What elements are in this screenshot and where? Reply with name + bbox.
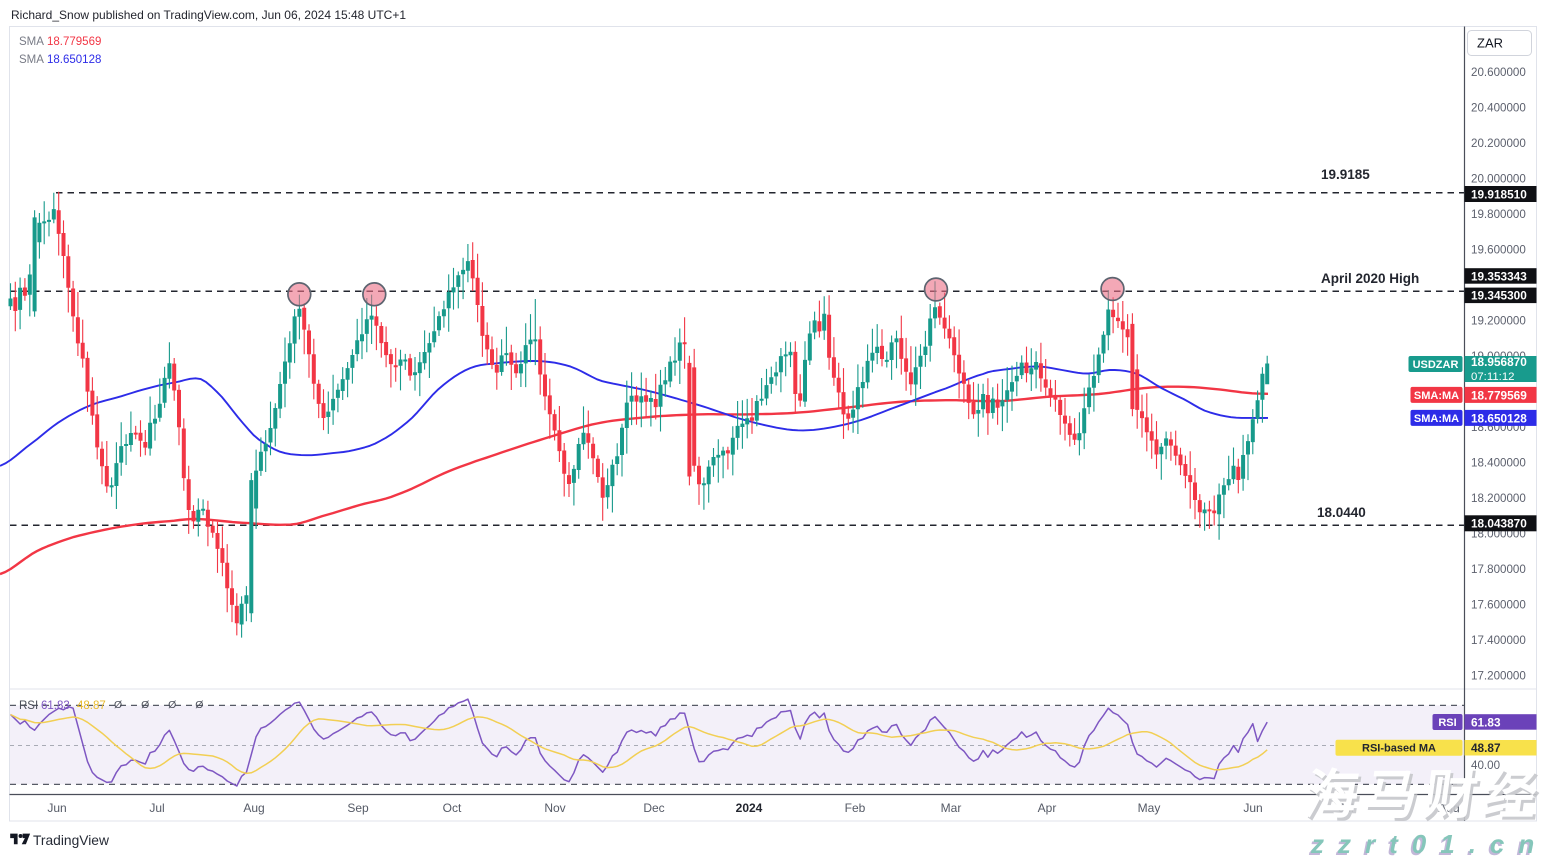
svg-text:18.956870: 18.956870 — [1471, 355, 1527, 369]
svg-text:ZAR: ZAR — [1477, 36, 1503, 51]
svg-text:Ø Ø Ø Ø: Ø Ø Ø Ø — [114, 699, 211, 711]
svg-text:Dec: Dec — [643, 801, 664, 815]
svg-text:Mar: Mar — [941, 801, 962, 815]
svg-text:Jul: Jul — [1338, 801, 1353, 815]
svg-text:TradingView: TradingView — [33, 833, 109, 848]
svg-text:18.779569: 18.779569 — [47, 36, 101, 48]
svg-text:RSI-based MA: RSI-based MA — [1362, 743, 1436, 755]
svg-text:19.345300: 19.345300 — [1471, 289, 1527, 303]
svg-text:19.200000: 19.200000 — [1471, 315, 1526, 328]
svg-text:Jul: Jul — [149, 801, 164, 815]
svg-text:19.353343: 19.353343 — [1471, 269, 1527, 283]
svg-text:Oct: Oct — [443, 801, 462, 815]
svg-text:18.650128: 18.650128 — [47, 54, 101, 66]
svg-text:19.800000: 19.800000 — [1471, 208, 1526, 221]
svg-text:USDZAR: USDZAR — [1413, 359, 1459, 371]
svg-text:18.779569: 18.779569 — [1471, 388, 1527, 402]
svg-text:Aug: Aug — [1438, 801, 1459, 815]
svg-text:19.918510: 19.918510 — [1471, 187, 1527, 201]
svg-text:17.600000: 17.600000 — [1471, 599, 1526, 612]
svg-text:RSI: RSI — [1438, 717, 1456, 729]
svg-text:18.043870: 18.043870 — [1471, 517, 1527, 531]
svg-text:17.800000: 17.800000 — [1471, 563, 1526, 576]
svg-text:17.400000: 17.400000 — [1471, 634, 1526, 647]
svg-text:Nov: Nov — [544, 801, 565, 815]
svg-text:Jun: Jun — [1243, 801, 1262, 815]
svg-text:17.200000: 17.200000 — [1471, 670, 1526, 683]
svg-text:18.0440: 18.0440 — [1317, 505, 1366, 520]
svg-text:07:11:12: 07:11:12 — [1471, 371, 1515, 383]
svg-text:2024: 2024 — [736, 801, 763, 815]
svg-text:20.200000: 20.200000 — [1471, 137, 1526, 150]
svg-text:48.87: 48.87 — [77, 700, 106, 712]
svg-text:48.87: 48.87 — [1471, 741, 1501, 755]
svg-text:Feb: Feb — [845, 801, 866, 815]
svg-text:19.600000: 19.600000 — [1471, 244, 1526, 257]
svg-text:18.650128: 18.650128 — [1471, 411, 1527, 425]
svg-text:Sep: Sep — [347, 801, 369, 815]
svg-text:Aug: Aug — [243, 801, 264, 815]
svg-text:May: May — [1138, 801, 1161, 815]
svg-text:18.400000: 18.400000 — [1471, 457, 1526, 470]
svg-text:Richard_Snow published on Trad: Richard_Snow published on TradingView.co… — [11, 8, 406, 22]
svg-text:20.000000: 20.000000 — [1471, 173, 1526, 186]
svg-text:40.00: 40.00 — [1471, 759, 1500, 772]
svg-text:zzrt01.cn: zzrt01.cn — [1308, 831, 1546, 857]
svg-text:April 2020 High: April 2020 High — [1321, 271, 1419, 286]
svg-text:zzrt01.cn: zzrt01.cn — [1310, 829, 1546, 857]
svg-text:SMA: SMA — [19, 36, 44, 48]
svg-text:SMA: SMA — [19, 54, 44, 66]
svg-text:SMA:MA: SMA:MA — [1414, 390, 1459, 402]
svg-text:61.83: 61.83 — [41, 700, 70, 712]
svg-text:18.200000: 18.200000 — [1471, 492, 1526, 505]
svg-text:RSI: RSI — [19, 700, 38, 712]
svg-text:19.9185: 19.9185 — [1321, 167, 1370, 182]
svg-text:SMA:MA: SMA:MA — [1414, 413, 1459, 425]
svg-text:海马财经: 海马财经 — [1304, 769, 1546, 828]
svg-text:Apr: Apr — [1038, 801, 1057, 815]
svg-text:海马财经: 海马财经 — [1301, 766, 1546, 825]
svg-text:20.600000: 20.600000 — [1471, 66, 1526, 79]
svg-text:20.400000: 20.400000 — [1471, 102, 1526, 115]
svg-text:Jun: Jun — [47, 801, 66, 815]
svg-text:61.83: 61.83 — [1471, 715, 1501, 729]
